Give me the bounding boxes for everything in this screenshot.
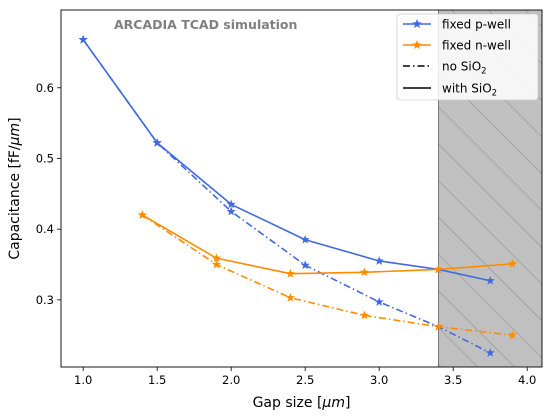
data-point-fixed-n-well-no-sio2-1 — [211, 259, 221, 269]
data-point-fixed-p-well-no-sio2-6 — [485, 348, 495, 357]
legend-label-no-sio2: no SiO2 — [442, 60, 487, 77]
data-point-fixed-p-well-with-sio2-3 — [300, 234, 310, 244]
x-tick-label: 3.0 — [370, 373, 388, 387]
x-tick-label: 4.0 — [518, 373, 536, 387]
data-point-fixed-p-well-no-sio2-3 — [300, 260, 310, 270]
legend-label-p-well: fixed p-well — [442, 18, 511, 32]
x-tick-label: 3.5 — [444, 373, 462, 387]
x-tick-label: 2.0 — [222, 373, 240, 387]
x-tick-label: 1.0 — [74, 373, 92, 387]
data-point-fixed-p-well-with-sio2-2 — [226, 199, 236, 209]
data-point-fixed-p-well-with-sio2-4 — [374, 256, 384, 265]
legend-label-with-sio2: with SiO2 — [442, 82, 497, 99]
legend-marker-p-well — [412, 19, 422, 29]
legend-item-no-sio2: no SiO2 — [403, 60, 487, 77]
legend-marker-n-well — [412, 40, 422, 50]
data-point-fixed-p-well-no-sio2-4 — [374, 297, 384, 306]
data-point-fixed-p-well-with-sio2-6 — [485, 275, 495, 285]
data-point-fixed-n-well-with-sio2-1 — [211, 253, 221, 263]
data-point-fixed-n-well-no-sio2-0 — [137, 210, 147, 219]
data-point-fixed-n-well-no-sio2-5 — [507, 330, 517, 340]
legend-label-n-well: fixed n-well — [442, 39, 511, 53]
series-line-fixed-n-well-with-sio2 — [141, 214, 513, 275]
x-tick-label: 1.5 — [148, 373, 166, 387]
y-tick-label: 0.3 — [36, 293, 54, 307]
y-tick-label: 0.5 — [36, 151, 54, 165]
legend-box — [396, 13, 539, 101]
x-axis-label: Gap size [μm] — [253, 395, 351, 411]
data-point-fixed-p-well-no-sio2-2 — [226, 206, 236, 216]
data-point-fixed-n-well-with-sio2-3 — [359, 267, 369, 277]
data-point-fixed-n-well-no-sio2-4 — [433, 321, 443, 331]
y-tick-label: 0.6 — [36, 81, 54, 95]
chart-annotation: ARCADIA TCAD simulation — [114, 17, 297, 32]
data-point-fixed-n-well-no-sio2-3 — [359, 310, 369, 320]
y-axis-label: Capacitance [fF/μm] — [7, 117, 23, 259]
x-tick-label: 2.5 — [296, 373, 314, 387]
legend-item-p-well: fixed p-well — [403, 18, 511, 32]
y-tick-label: 0.4 — [36, 222, 54, 236]
legend-item-n-well: fixed n-well — [403, 39, 511, 53]
data-point-fixed-p-well-no-sio2-1 — [152, 138, 162, 147]
data-point-fixed-p-well-no-sio2-0 — [78, 34, 88, 44]
data-point-fixed-n-well-with-sio2-2 — [285, 268, 295, 278]
data-point-fixed-n-well-with-sio2-4 — [433, 264, 443, 274]
data-point-fixed-n-well-with-sio2-5 — [507, 258, 517, 268]
series-line-fixed-n-well-no-sio2 — [141, 214, 513, 336]
legend-item-with-sio2: with SiO2 — [403, 82, 497, 99]
data-point-fixed-n-well-no-sio2-2 — [285, 292, 295, 302]
legend: fixed p-well fixed n-well no SiO2 with S… — [396, 13, 539, 101]
series-fixed-n-well-no-sio2 — [137, 210, 517, 340]
series-layer — [78, 34, 517, 357]
plot-frame — [60, 9, 543, 368]
axis-ticks: 1.0 1.5 2.0 2.5 3.0 3.5 4.0 0.3 0.4 0.5 0.6 — [36, 81, 537, 387]
